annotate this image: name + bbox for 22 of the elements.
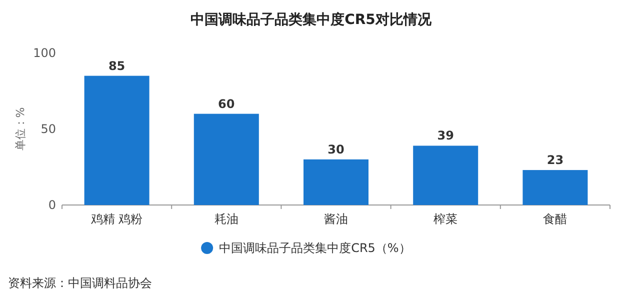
data-label: 39 <box>437 128 454 143</box>
x-tick-label: 鸡精 鸡粉 <box>90 212 143 226</box>
x-tick-label: 食醋 <box>543 212 568 226</box>
y-tick-label: 50 <box>40 122 56 136</box>
x-tick-label: 酱油 <box>324 212 348 226</box>
x-tick-label: 耗油 <box>214 212 238 226</box>
bar <box>194 114 259 205</box>
data-label: 23 <box>546 153 564 168</box>
chart-title: 中国调味品子品类集中度CR5对比情况 <box>190 11 432 28</box>
y-axis-title: 单位：% <box>14 107 27 151</box>
y-tick-label: 0 <box>48 198 56 212</box>
text: 资料来源：中国调料品协会 <box>8 276 152 290</box>
legend-label: 中国调味品子品类集中度CR5（%） <box>219 241 411 255</box>
y-tick-label: 100 <box>33 46 56 60</box>
data-label: 30 <box>328 142 344 156</box>
bar <box>304 159 368 205</box>
data-label: 60 <box>218 96 235 111</box>
data-label: 85 <box>108 58 126 73</box>
x-tick-label: 榨菜 <box>434 212 458 226</box>
bar <box>522 170 588 205</box>
bar <box>413 146 478 205</box>
bar <box>84 76 150 205</box>
